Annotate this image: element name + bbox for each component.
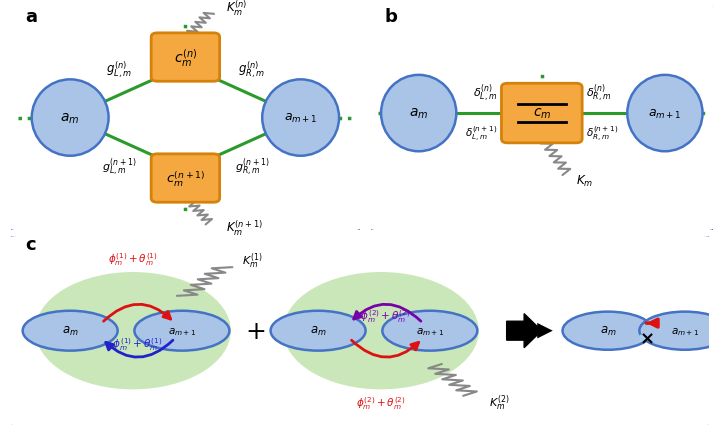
Text: $\phi_m^{(1)}+\theta_m^{(1)}$: $\phi_m^{(1)}+\theta_m^{(1)}$ [108, 251, 158, 268]
Text: $-\phi_m^{(1)}+\theta_m^{(1)}$: $-\phi_m^{(1)}+\theta_m^{(1)}$ [104, 336, 162, 352]
Text: $+$: $+$ [245, 319, 266, 343]
Text: $c_m$: $c_m$ [533, 107, 551, 121]
Text: $a_{m+1}$: $a_{m+1}$ [415, 325, 444, 337]
Text: $K_m^{(n)}$: $K_m^{(n)}$ [225, 0, 247, 18]
Text: b: b [384, 8, 397, 26]
Text: $c_m^{(n+1)}$: $c_m^{(n+1)}$ [166, 169, 205, 188]
Text: $a_{m+1}$: $a_{m+1}$ [670, 325, 699, 337]
Ellipse shape [271, 311, 366, 351]
Ellipse shape [381, 76, 456, 152]
Text: a: a [24, 8, 37, 26]
Ellipse shape [639, 312, 720, 350]
Text: $\delta_{L,m}^{(n+1)}$: $\delta_{L,m}^{(n+1)}$ [465, 124, 498, 144]
Ellipse shape [135, 311, 230, 351]
Text: $a_{m+1}$: $a_{m+1}$ [168, 325, 196, 337]
Ellipse shape [627, 76, 703, 152]
Text: $\phi_m^{(2)}+\theta_m^{(2)}$: $\phi_m^{(2)}+\theta_m^{(2)}$ [356, 394, 406, 411]
Ellipse shape [262, 80, 339, 156]
Text: $K_m$: $K_m$ [576, 173, 593, 188]
Ellipse shape [32, 80, 109, 156]
Text: $\delta_{R,m}^{(n)}$: $\delta_{R,m}^{(n)}$ [586, 82, 611, 105]
FancyArrow shape [507, 314, 541, 348]
Text: $g_{L,m}^{(n)}$: $g_{L,m}^{(n)}$ [106, 59, 132, 79]
Text: c: c [24, 236, 35, 254]
FancyBboxPatch shape [151, 155, 220, 203]
Ellipse shape [382, 311, 477, 351]
Text: $g_{R,m}^{(n)}$: $g_{R,m}^{(n)}$ [238, 59, 265, 79]
Text: $a_m$: $a_m$ [62, 324, 78, 338]
FancyBboxPatch shape [501, 84, 582, 144]
Text: $a_m$: $a_m$ [409, 107, 428, 121]
Text: $a_m$: $a_m$ [600, 324, 616, 338]
FancyBboxPatch shape [151, 34, 220, 82]
Ellipse shape [562, 312, 653, 350]
FancyBboxPatch shape [367, 4, 716, 232]
Text: $g_{L,m}^{(n+1)}$: $g_{L,m}^{(n+1)}$ [102, 156, 136, 178]
Text: $a_{m+1}$: $a_{m+1}$ [648, 107, 682, 120]
Text: $K_m^{(2)}$: $K_m^{(2)}$ [490, 393, 510, 412]
Text: $\delta_{L,m}^{(n)}$: $\delta_{L,m}^{(n)}$ [473, 82, 498, 105]
FancyBboxPatch shape [7, 4, 364, 232]
Text: $\delta_{R,m}^{(n+1)}$: $\delta_{R,m}^{(n+1)}$ [586, 124, 618, 144]
Text: $a_{m+1}$: $a_{m+1}$ [284, 112, 318, 125]
Text: $K_m^{(n+1)}$: $K_m^{(n+1)}$ [225, 218, 262, 237]
Ellipse shape [22, 311, 117, 351]
FancyBboxPatch shape [4, 235, 716, 427]
Text: $c_m^{(n)}$: $c_m^{(n)}$ [174, 47, 197, 69]
Text: $-\phi_m^{(2)}+\theta_m^{(2)}$: $-\phi_m^{(2)}+\theta_m^{(2)}$ [352, 307, 410, 324]
Text: $\mathbf{\times}$: $\mathbf{\times}$ [639, 329, 654, 348]
Text: $a_m$: $a_m$ [60, 111, 80, 125]
Text: $a_m$: $a_m$ [310, 324, 326, 338]
Text: $K_m^{(1)}$: $K_m^{(1)}$ [241, 251, 262, 271]
Ellipse shape [283, 273, 479, 389]
Text: $g_{R,m}^{(n+1)}$: $g_{R,m}^{(n+1)}$ [235, 156, 269, 178]
Ellipse shape [35, 273, 231, 389]
